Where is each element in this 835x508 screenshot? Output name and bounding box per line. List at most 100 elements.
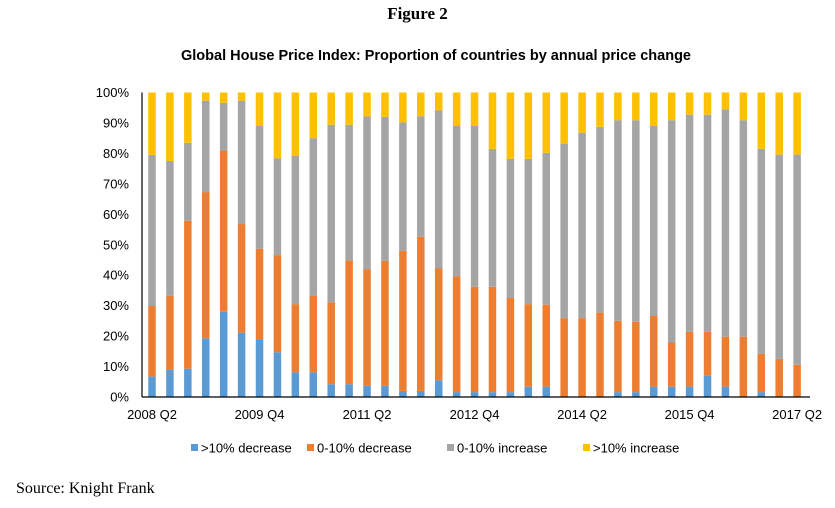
legend-swatch <box>191 444 198 451</box>
bar-segment-0-11 <box>345 384 353 397</box>
bar-segment-2-18 <box>470 125 479 287</box>
bar-segment-3-9 <box>309 92 318 139</box>
y-tick-label: 60% <box>103 207 129 222</box>
axes: 0% 10% 20% 30% 40% 50% 60% 70% 80% 90% 100% 2008 Q2… <box>96 85 822 422</box>
bar-segment-3-14 <box>399 92 407 123</box>
bar-segment-1-15 <box>417 236 425 391</box>
bar-segment-2-31 <box>703 114 712 332</box>
bars <box>148 92 801 397</box>
bar-segment-3-36 <box>793 92 801 155</box>
bar-segment-0-13 <box>381 385 389 397</box>
bar-segment-1-22 <box>542 304 550 387</box>
bar-segment-2-5 <box>237 100 246 225</box>
bar-segment-1-12 <box>363 269 371 386</box>
bar-segment-0-22 <box>542 386 550 397</box>
bar-segment-2-1 <box>166 161 174 296</box>
bar-segment-3-15 <box>417 92 425 117</box>
bar-segment-3-3 <box>202 92 210 101</box>
bar-segment-2-33 <box>739 120 748 337</box>
chart-title: Global House Price Index: Proportion of … <box>180 48 691 64</box>
bar-segment-3-21 <box>524 92 533 159</box>
bar-segment-2-2 <box>184 142 192 221</box>
legend-label: >10% increase <box>593 441 679 456</box>
bar-segment-0-17 <box>452 392 461 397</box>
bar-segment-2-35 <box>775 154 783 359</box>
x-tick-label: 2011 Q2 <box>343 407 392 422</box>
bar-segment-1-25 <box>596 312 604 397</box>
bar-segment-3-25 <box>596 92 604 127</box>
bar-segment-1-11 <box>345 260 353 385</box>
x-tick-label: 2014 Q2 <box>557 407 607 422</box>
bar-segment-0-31 <box>703 375 712 397</box>
bar-segment-1-17 <box>452 276 461 393</box>
x-tick-label: 2009 Q4 <box>235 407 285 422</box>
bar-segment-1-19 <box>488 286 497 393</box>
bar-segment-0-1 <box>166 369 174 397</box>
bar-segment-2-21 <box>524 158 533 305</box>
bar-segment-0-9 <box>309 372 318 397</box>
bar-segment-2-4 <box>219 102 228 151</box>
y-tick-label: 10% <box>103 359 129 374</box>
bar-segment-3-10 <box>327 92 335 125</box>
legend-label: 0-10% decrease <box>317 441 412 456</box>
bar-segment-1-33 <box>739 336 748 397</box>
legend-label: 0-10% increase <box>457 441 547 456</box>
bar-segment-3-23 <box>560 92 568 144</box>
y-tick-label: 50% <box>103 237 129 252</box>
bar-segment-1-13 <box>381 260 389 386</box>
bar-segment-3-28 <box>650 92 658 126</box>
bar-segment-1-5 <box>237 224 246 333</box>
y-tick-label: 40% <box>103 268 129 283</box>
bar-segment-1-3 <box>202 192 210 339</box>
bar-segment-0-19 <box>488 392 497 397</box>
bar-segment-0-3 <box>202 338 210 397</box>
bar-segment-2-14 <box>399 122 407 251</box>
bar-segment-2-28 <box>650 125 658 317</box>
y-tick-label: 90% <box>103 115 129 130</box>
bar-segment-0-15 <box>417 390 425 397</box>
bar-segment-0-10 <box>327 384 335 397</box>
bar-segment-1-4 <box>219 150 228 312</box>
x-tick-label: 2012 Q4 <box>450 407 500 422</box>
bar-segment-2-8 <box>291 155 300 305</box>
bar-segment-0-28 <box>650 386 658 397</box>
bar-segment-0-2 <box>184 368 192 397</box>
bar-segment-0-8 <box>291 372 300 397</box>
bar-segment-1-24 <box>578 318 586 397</box>
bar-segment-3-29 <box>667 92 676 121</box>
legend: >10% decrease 0-10% decrease 0-10% increas… <box>191 441 679 456</box>
bar-segment-1-8 <box>291 304 300 373</box>
bar-segment-2-24 <box>578 132 586 319</box>
bar-segment-2-17 <box>452 125 461 277</box>
bar-segment-0-21 <box>524 386 533 397</box>
bar-segment-2-32 <box>721 109 730 337</box>
bar-segment-2-6 <box>255 125 264 249</box>
bar-segment-2-15 <box>417 116 425 237</box>
bar-segment-3-11 <box>345 92 353 125</box>
bar-segment-3-6 <box>255 92 264 126</box>
bar-segment-2-22 <box>542 152 550 305</box>
bar-segment-1-23 <box>560 318 568 397</box>
bar-segment-3-35 <box>775 92 783 155</box>
bar-segment-0-30 <box>685 386 694 397</box>
bar-segment-1-10 <box>327 302 335 385</box>
bar-segment-3-27 <box>632 92 640 121</box>
bar-segment-2-11 <box>345 124 353 261</box>
bar-segment-3-12 <box>363 92 371 117</box>
bar-segment-0-6 <box>255 339 264 397</box>
bar-segment-2-20 <box>506 158 515 299</box>
bar-segment-0-32 <box>721 386 730 397</box>
bar-segment-2-0 <box>148 154 156 306</box>
bar-segment-2-29 <box>667 120 676 343</box>
bar-segment-3-16 <box>434 92 443 111</box>
bar-segment-1-1 <box>166 295 174 370</box>
bar-segment-1-6 <box>255 248 264 340</box>
bar-segment-2-10 <box>327 124 335 303</box>
bar-segment-1-34 <box>757 353 766 393</box>
y-tick-label: 80% <box>103 146 129 161</box>
bar-segment-0-34 <box>757 392 766 397</box>
bar-segment-0-5 <box>237 332 246 397</box>
bar-segment-3-1 <box>166 92 174 162</box>
y-tick-label: 70% <box>103 176 129 191</box>
